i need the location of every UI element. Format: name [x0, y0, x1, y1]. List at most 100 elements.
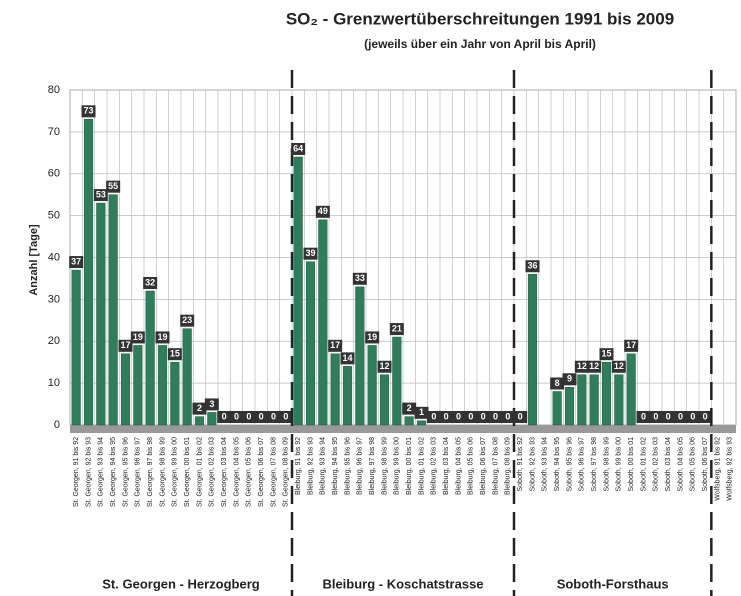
bar: [330, 353, 340, 426]
data-label-box: [377, 360, 392, 373]
bar: [564, 387, 575, 426]
x-tick-label: Bleiburg, 92 bis 93: [307, 437, 314, 495]
data-label: 0: [666, 411, 671, 421]
bar: [342, 366, 353, 426]
data-label-box: [340, 352, 355, 365]
data-label-box: [414, 406, 429, 419]
x-tick-label: St. Georgen, 06 bis 07: [258, 437, 265, 507]
data-label: 14: [342, 353, 352, 363]
bar: [318, 219, 328, 426]
x-tick-label: Soboth, 02 bis 03: [653, 437, 660, 492]
x-tick-label: Wolfsberg, 92 bis 93: [727, 437, 734, 501]
data-label-box: [476, 411, 491, 423]
data-label: 0: [653, 411, 658, 421]
bar: [577, 374, 587, 426]
data-label-box: [106, 180, 121, 193]
data-label-box: [93, 189, 108, 202]
data-label-box: [451, 411, 466, 423]
data-label: 0: [703, 411, 708, 421]
x-tick-label: Soboth, 06 bis 07: [702, 437, 709, 492]
x-tick-label: Bleiburg, 01 bis 02: [418, 437, 425, 495]
data-label: 0: [444, 411, 449, 421]
y-tick-label: 40: [48, 251, 60, 263]
data-label-box: [155, 331, 170, 344]
x-tick-label: Bleiburg, 03 bis 04: [443, 437, 450, 495]
data-label: 39: [305, 248, 315, 258]
x-tick-label: Bleiburg, 93 bis 94: [320, 437, 327, 495]
bar: [207, 412, 217, 426]
data-label-box: [291, 143, 306, 155]
y-tick-label: 20: [48, 335, 60, 347]
data-label-box: [648, 411, 663, 423]
bar: [194, 416, 205, 426]
data-label-box: [463, 411, 478, 423]
data-label-box: [352, 272, 367, 285]
x-tick-label: Bleiburg, 95 bis 96: [344, 437, 351, 495]
x-tick-label: St. Georgen, 03 bis 04: [221, 437, 228, 507]
data-label-box: [599, 348, 614, 361]
y-tick-label: 60: [48, 168, 60, 180]
data-label: 3: [209, 399, 214, 409]
data-label: 0: [222, 411, 227, 421]
data-label-box: [180, 314, 195, 327]
data-label: 0: [678, 411, 683, 421]
x-tick-label: St. Georgen, 00 bis 01: [184, 437, 191, 507]
data-label: 9: [567, 374, 572, 384]
data-label-box: [217, 411, 232, 423]
x-tick-label: Bleiburg, 98 bis 99: [381, 437, 388, 495]
data-label: 0: [259, 411, 264, 421]
bar: [379, 374, 390, 426]
data-label: 33: [355, 273, 365, 283]
group-label: Bleiburg - Koschatstrasse: [322, 576, 483, 591]
x-tick-label: Soboth, 98 bis 99: [603, 437, 610, 492]
data-label-box: [402, 402, 417, 415]
x-tick-label: Bleiburg, 06 bis 07: [480, 437, 487, 495]
x-tick-label: Bleiburg, 91 bis 92: [295, 437, 302, 495]
x-tick-label: Soboth, 99 bis 00: [616, 437, 623, 492]
bar: [182, 328, 192, 426]
data-label-box: [278, 411, 293, 423]
data-label: 12: [589, 361, 599, 371]
data-label: 0: [481, 411, 486, 421]
data-label: 0: [456, 411, 461, 421]
x-tick-label: Bleiburg, 97 bis 98: [369, 437, 376, 495]
data-label: 2: [407, 403, 412, 413]
data-label: 17: [120, 340, 130, 350]
data-label-box: [673, 411, 688, 423]
data-label: 15: [170, 349, 180, 359]
data-label-box: [365, 331, 380, 344]
data-label-box: [143, 277, 158, 289]
bar: [120, 353, 131, 426]
group-label: St. Georgen - Herzogberg: [102, 576, 260, 591]
data-label: 1: [419, 407, 424, 417]
data-label-box: [624, 339, 639, 352]
data-label: 0: [518, 411, 523, 421]
bar: [626, 353, 636, 426]
data-label: 0: [493, 411, 498, 421]
data-label: 17: [330, 340, 340, 350]
chart-subtitle: (jeweils über ein Jahr von April bis Apr…: [364, 37, 596, 51]
data-label: 8: [555, 378, 560, 388]
bar: [157, 345, 168, 426]
x-tick-label: Soboth, 96 bis 97: [579, 437, 586, 492]
bar: [293, 156, 303, 426]
data-label: 12: [379, 361, 389, 371]
data-label-box: [439, 411, 454, 423]
x-tick-label: Bleiburg, 04 bis 05: [455, 437, 462, 495]
data-label-box: [241, 411, 256, 423]
x-tick-label: St. Georgen, 05 bis 06: [246, 437, 253, 507]
x-tick-label: Soboth, 92 bis 93: [529, 437, 536, 492]
data-label: 49: [318, 206, 328, 216]
data-label: 0: [468, 411, 473, 421]
data-label: 17: [626, 340, 636, 350]
group-label: Soboth-Forsthaus: [557, 576, 669, 591]
data-label: 23: [182, 315, 192, 325]
x-tick-label: Soboth, 04 bis 05: [677, 437, 684, 492]
bar: [589, 374, 599, 426]
data-label: 0: [246, 411, 251, 421]
x-tick-label: Bleiburg, 07 bis 08: [492, 437, 499, 495]
x-tick-label: Soboth, 03 bis 04: [665, 437, 672, 492]
y-axis-label: Anzahl [Tage]: [28, 224, 40, 296]
y-tick-label: 10: [48, 377, 60, 389]
